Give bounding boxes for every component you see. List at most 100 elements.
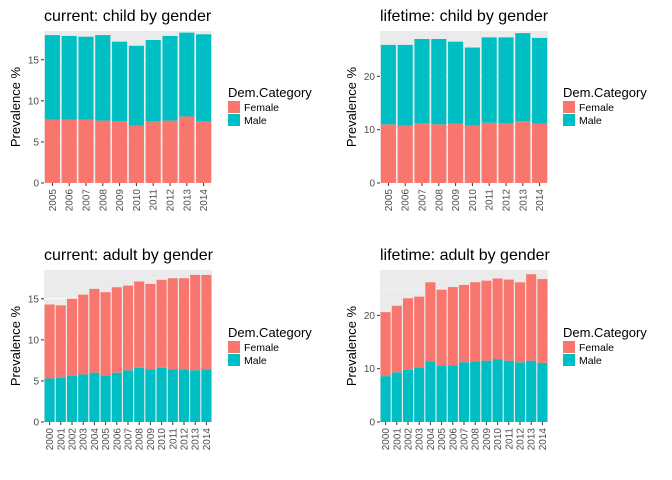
bar-female-2012 xyxy=(498,123,514,183)
bar-male-2007 xyxy=(458,362,470,422)
legend-key-female xyxy=(563,101,575,113)
bar-female-2001 xyxy=(55,305,66,378)
bar-female-2009 xyxy=(112,121,128,183)
bar-female-2002 xyxy=(66,298,78,376)
bar-male-2009 xyxy=(112,41,128,122)
x-tick-label: 2010 xyxy=(132,189,143,212)
bar-male-2002 xyxy=(402,369,414,422)
bar-female-2006 xyxy=(397,125,413,183)
x-tick-label: 2013 xyxy=(527,428,538,451)
bar-male-2013 xyxy=(526,360,537,422)
bar-female-2005 xyxy=(436,289,447,366)
bar-male-2005 xyxy=(436,366,447,422)
x-tick-label: 2012 xyxy=(166,189,177,212)
x-tick-label: 2013 xyxy=(518,189,529,212)
chart-title: current: adult by gender xyxy=(44,247,214,264)
bar-female-2012 xyxy=(178,278,190,370)
legend-label-female: Female xyxy=(244,102,279,114)
bar-female-2006 xyxy=(447,287,458,366)
bar-male-2000 xyxy=(380,376,391,422)
legend-key-female xyxy=(228,101,240,113)
legend-key-female xyxy=(228,341,240,353)
x-tick-label: 2005 xyxy=(48,189,59,212)
y-axis-label: Prevalence % xyxy=(8,305,23,386)
bar-male-2010 xyxy=(128,45,144,126)
bar-male-2010 xyxy=(156,367,167,422)
bar-female-2008 xyxy=(470,282,481,362)
x-tick-label: 2013 xyxy=(191,428,202,451)
bar-female-2002 xyxy=(402,298,414,370)
bar-female-2001 xyxy=(391,305,402,373)
bar-female-2009 xyxy=(145,283,156,370)
legend-title: Dem.Category xyxy=(228,325,312,340)
y-tick-label: 0 xyxy=(369,418,375,429)
legend-key-male xyxy=(563,354,575,366)
bar-male-2009 xyxy=(481,360,492,422)
bar-female-2003 xyxy=(78,294,89,375)
legend-key-male xyxy=(228,354,240,366)
bar-male-2005 xyxy=(380,44,396,125)
bar-female-2011 xyxy=(481,122,497,183)
bar-male-2008 xyxy=(134,367,145,422)
y-tick-label: 0 xyxy=(33,179,39,190)
x-tick-label: 2006 xyxy=(65,189,76,212)
bar-female-2005 xyxy=(100,292,111,376)
x-tick-label: 2011 xyxy=(149,189,160,211)
x-tick-label: 2008 xyxy=(434,189,445,212)
bar-male-2002 xyxy=(66,375,78,422)
bar-female-2010 xyxy=(464,125,480,183)
y-tick-label: 5 xyxy=(33,137,39,148)
bar-male-2011 xyxy=(145,40,161,122)
x-tick-label: 2014 xyxy=(538,428,549,451)
x-tick-label: 2001 xyxy=(392,428,403,451)
bar-female-2013 xyxy=(526,274,537,361)
x-tick-label: 2009 xyxy=(115,189,126,212)
bar-male-2010 xyxy=(492,359,503,422)
bar-male-2009 xyxy=(145,369,156,422)
bar-male-2001 xyxy=(55,377,66,422)
bar-female-2014 xyxy=(537,279,548,363)
y-axis-label: Prevalence % xyxy=(344,305,359,386)
bar-female-2008 xyxy=(431,124,447,183)
x-tick-label: 2008 xyxy=(135,428,146,451)
bar-male-2011 xyxy=(167,369,178,422)
x-tick-label: 2003 xyxy=(79,428,90,451)
x-tick-label: 2010 xyxy=(157,428,168,451)
x-tick-label: 2008 xyxy=(471,428,482,451)
x-tick-label: 2009 xyxy=(482,428,493,451)
y-tick-label: 15 xyxy=(28,55,40,66)
bar-male-2003 xyxy=(414,367,425,422)
chart-panel-4: lifetime: adult by gender 0 10 20 Prevalence… xyxy=(344,247,647,450)
legend-label-male: Male xyxy=(244,115,267,127)
y-tick-label: 10 xyxy=(364,364,376,375)
legend-key-male xyxy=(563,114,575,126)
x-tick-label: 2003 xyxy=(415,428,426,451)
bar-female-2007 xyxy=(78,119,94,183)
bar-female-2013 xyxy=(190,274,201,371)
x-tick-label: 2009 xyxy=(451,189,462,212)
chart-title: current: child by gender xyxy=(44,8,212,25)
bar-male-2006 xyxy=(397,44,413,126)
x-tick-label: 2014 xyxy=(199,189,210,212)
x-tick-label: 2007 xyxy=(418,189,429,212)
y-tick-label: 10 xyxy=(28,96,40,107)
bar-male-2008 xyxy=(431,39,447,125)
bar-female-2008 xyxy=(134,281,145,368)
bar-female-2013 xyxy=(515,121,531,183)
bar-male-2014 xyxy=(201,369,212,422)
y-tick-label: 15 xyxy=(28,294,40,305)
bar-male-2000 xyxy=(44,378,55,422)
chart-panel-2: lifetime: child by gender 0 10 20 Prevalence… xyxy=(344,8,647,211)
x-tick-label: 2002 xyxy=(68,428,79,451)
bar-male-2011 xyxy=(481,37,497,123)
bar-male-2013 xyxy=(515,33,531,122)
bar-male-2008 xyxy=(95,35,111,121)
bar-female-2011 xyxy=(145,121,161,183)
x-tick-label: 2008 xyxy=(98,189,109,212)
x-tick-label: 2002 xyxy=(404,428,415,451)
